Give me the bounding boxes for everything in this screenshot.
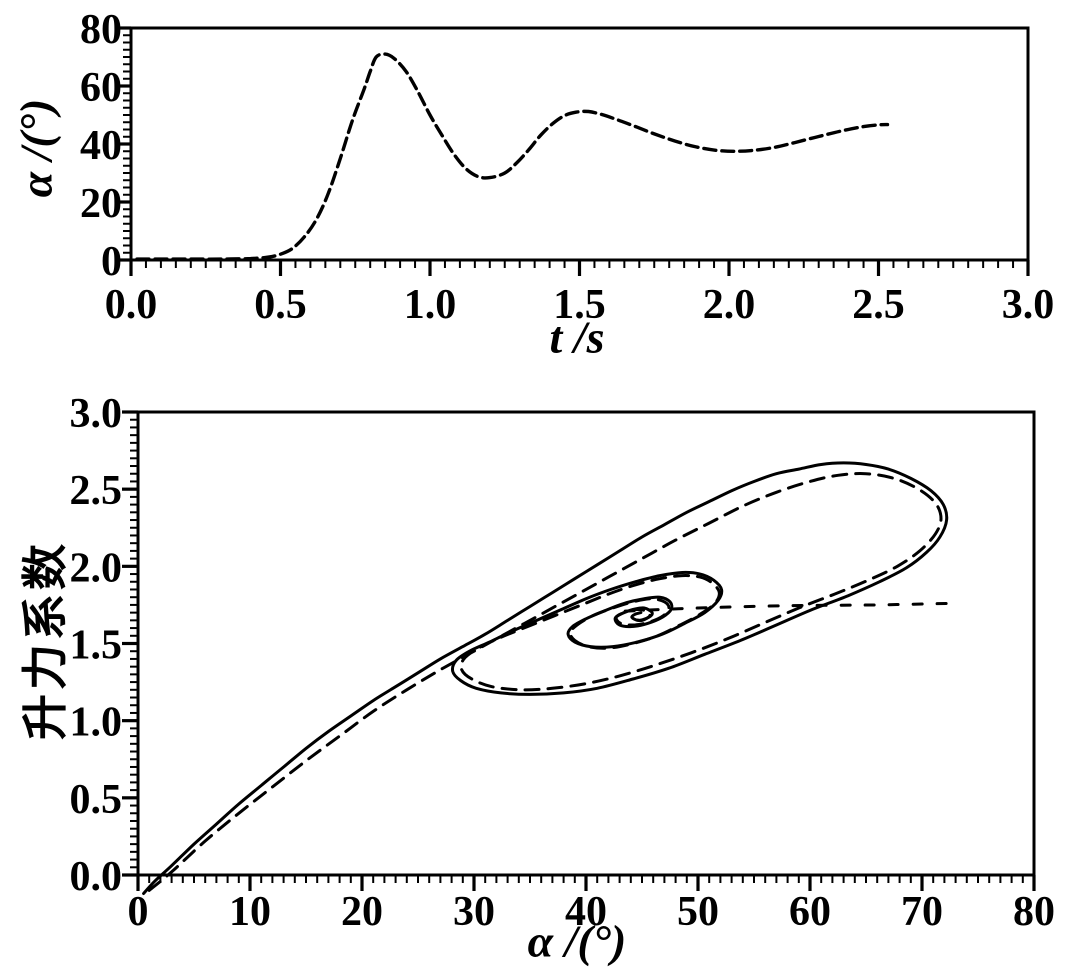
top-chart-x-axis-title: t /s xyxy=(549,311,605,363)
plot-frame xyxy=(129,26,1030,262)
angle-of-attack-response-curve xyxy=(135,52,890,261)
bottom-chart-x-axis-title: α /(°) xyxy=(527,915,627,967)
lift-vs-alpha-plot: 0 10 20 30 40 50 60 70 80 0.0 0.5 1.0 1.5 2.0 2.5 3.0 xyxy=(70,391,1056,935)
static-lift-level-dashed-line xyxy=(623,601,952,613)
y-tick-label: 0.5 xyxy=(70,777,123,823)
x-tick-label: 1.0 xyxy=(404,282,457,328)
dynamic-lift-hysteresis-loop-solid xyxy=(142,461,949,895)
y-tick-label: 1.5 xyxy=(70,623,123,669)
x-tick-label: 1.5 xyxy=(553,282,606,328)
x-tick-label: 70 xyxy=(901,889,943,935)
y-tick-label: 60 xyxy=(80,65,122,111)
y-tick-label: 3.0 xyxy=(70,391,123,437)
x-tick-label: 2.5 xyxy=(852,282,905,328)
x-tick-label: 30 xyxy=(453,889,495,935)
x-tick-label: 20 xyxy=(341,889,383,935)
bottom-chart-y-axis-title: 升力系数 xyxy=(18,540,72,740)
alpha-vs-time-plot: 0.0 0.5 1.0 1.5 2.0 2.5 3.0 0 20 40 60 80 xyxy=(80,7,1054,328)
plot-frame xyxy=(136,410,1036,877)
y-tick-label: 2.0 xyxy=(70,545,123,591)
major-ticks xyxy=(122,410,1036,891)
y-tick-label: 0.0 xyxy=(70,854,123,900)
y-tick-label: 40 xyxy=(80,123,122,169)
x-tick-label: 40 xyxy=(565,889,607,935)
y-tick-label: 2.5 xyxy=(70,468,123,514)
x-tick-label: 0.5 xyxy=(254,282,307,328)
x-tick-label: 60 xyxy=(789,889,831,935)
x-tick-label: 0 xyxy=(128,889,149,935)
y-tick-label: 80 xyxy=(80,7,122,53)
y-tick-label: 0 xyxy=(101,239,122,285)
y-tick-label: 1.0 xyxy=(70,700,123,746)
top-chart-y-axis-title: α /(°) xyxy=(10,98,62,198)
x-tick-label: 10 xyxy=(229,889,271,935)
dynamic-lift-hysteresis-loop-dashed-overlay xyxy=(147,472,943,892)
x-tick-label: 2.0 xyxy=(703,282,756,328)
x-tick-label: 50 xyxy=(677,889,719,935)
minor-ticks xyxy=(130,411,1035,883)
x-tick-label: 0.0 xyxy=(105,282,158,328)
minor-ticks xyxy=(123,27,1029,268)
major-ticks xyxy=(115,26,1030,276)
y-tick-label: 20 xyxy=(80,181,122,227)
x-tick-label: 80 xyxy=(1013,889,1055,935)
x-tick-label: 3.0 xyxy=(1002,282,1055,328)
